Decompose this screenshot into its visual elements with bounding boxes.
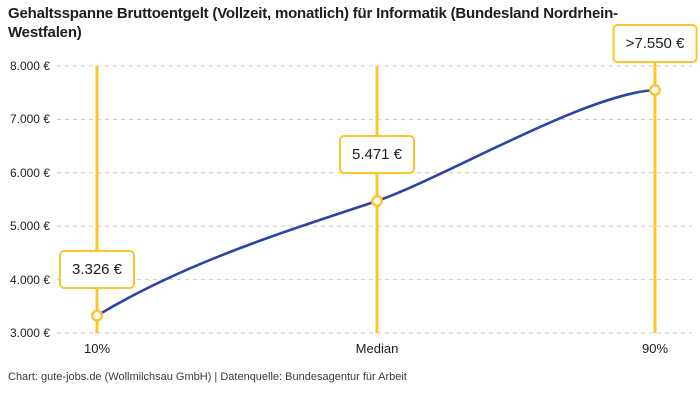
y-tick-label: 5.000 € — [9, 219, 50, 234]
y-tick-label: 7.000 € — [9, 112, 50, 127]
value-label-box: >7.550 € — [612, 24, 698, 64]
chart-title: Gehaltsspanne Bruttoentgelt (Vollzeit, m… — [8, 5, 618, 41]
y-tick-label: 6.000 € — [9, 165, 50, 180]
value-label-box: 3.326 € — [58, 249, 136, 289]
data-point-marker — [649, 84, 661, 97]
y-tick-label: 4.000 € — [9, 272, 50, 287]
x-tick-label: 10% — [83, 341, 111, 356]
x-tick-label: Median — [355, 341, 399, 356]
x-tick-label: 90% — [641, 341, 669, 356]
data-point-marker — [91, 309, 103, 322]
chart-source: Chart: gute-jobs.de (Wollmilchsau GmbH) … — [8, 371, 407, 383]
y-tick-label: 3.000 € — [9, 326, 50, 340]
value-label-box: 5.471 € — [338, 135, 416, 175]
data-point-marker — [371, 195, 383, 208]
y-tick-label: 8.000 € — [9, 59, 50, 73]
